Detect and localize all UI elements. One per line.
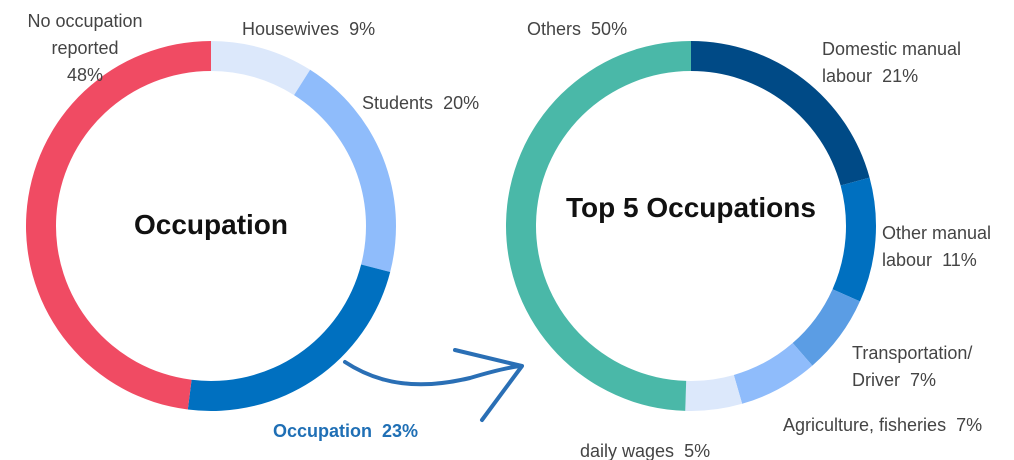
category-name: Housewives	[242, 19, 340, 39]
slice-label: Agriculture, fisheries 7%	[783, 412, 1014, 439]
value-label: 20%	[443, 93, 480, 113]
slice	[187, 264, 391, 411]
slice-label: Occupation 23%	[273, 418, 473, 445]
slice-label: daily wages 5%	[580, 438, 780, 460]
category-name: Agriculture, fisheries	[783, 415, 947, 435]
category-name: Transportation/ Driver	[852, 343, 973, 390]
slice	[25, 40, 211, 410]
arrow	[343, 360, 522, 387]
arrow-head	[453, 348, 524, 422]
value-label: 48%	[66, 65, 104, 85]
slice	[505, 40, 691, 411]
value-label: 23%	[382, 421, 419, 441]
value-label: 11%	[942, 250, 977, 270]
category-name: Students	[362, 93, 434, 113]
slice	[294, 69, 397, 273]
slice	[792, 289, 860, 366]
value-label: 50%	[591, 19, 628, 39]
slice	[691, 41, 870, 186]
category-name: No occupation reported	[27, 11, 143, 58]
value-label: 7%	[956, 415, 983, 435]
slice-label: Transportation/ Driver 7%	[852, 340, 1002, 394]
chart-title: Occupation	[133, 209, 288, 240]
value-label: 21%	[882, 66, 919, 86]
slice	[733, 342, 813, 404]
slice-label: Others 50%	[527, 16, 727, 43]
category-name: Others	[527, 19, 582, 39]
slice-label: Students 20%	[362, 90, 479, 117]
category-name: Other manual labour	[882, 223, 992, 270]
slice-label: Housewives 9%	[242, 16, 375, 43]
chart-title: Top 5 Occupations	[566, 192, 816, 223]
slice-label: Domestic manual labour 21%	[822, 36, 992, 90]
slice-label: No occupation reported 48%	[20, 8, 150, 89]
slice	[685, 374, 743, 411]
value-label: 7%	[910, 370, 937, 390]
category-name: Occupation	[273, 421, 373, 441]
slice-label: Other manual labour 11%	[882, 220, 1012, 274]
category-name: daily wages	[580, 441, 675, 460]
slice	[211, 41, 311, 96]
value-label: 5%	[684, 441, 711, 460]
slice	[832, 177, 877, 302]
value-label: 9%	[349, 19, 376, 39]
category-name: Domestic manual labour	[822, 39, 962, 86]
